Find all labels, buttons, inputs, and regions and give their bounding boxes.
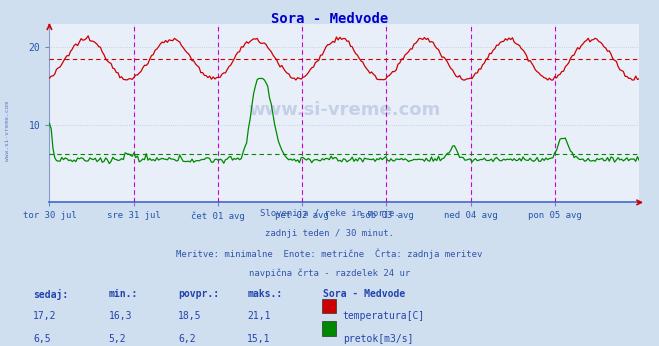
Text: 17,2: 17,2 xyxy=(33,311,57,321)
Text: 5,2: 5,2 xyxy=(109,334,127,344)
Text: 21,1: 21,1 xyxy=(247,311,271,321)
Text: pretok[m3/s]: pretok[m3/s] xyxy=(343,334,413,344)
Text: Slovenija / reke in morje.: Slovenija / reke in morje. xyxy=(260,209,399,218)
Text: 6,2: 6,2 xyxy=(178,334,196,344)
Text: navpična črta - razdelek 24 ur: navpična črta - razdelek 24 ur xyxy=(249,268,410,278)
Text: min.:: min.: xyxy=(109,289,138,299)
Text: 18,5: 18,5 xyxy=(178,311,202,321)
Text: zadnji teden / 30 minut.: zadnji teden / 30 minut. xyxy=(265,229,394,238)
Text: 16,3: 16,3 xyxy=(109,311,132,321)
Text: 6,5: 6,5 xyxy=(33,334,51,344)
Text: maks.:: maks.: xyxy=(247,289,282,299)
Text: www.si-vreme.com: www.si-vreme.com xyxy=(248,101,440,119)
Text: povpr.:: povpr.: xyxy=(178,289,219,299)
Text: www.si-vreme.com: www.si-vreme.com xyxy=(5,101,11,162)
Text: Sora - Medvode: Sora - Medvode xyxy=(271,12,388,26)
Text: temperatura[C]: temperatura[C] xyxy=(343,311,425,321)
Text: sedaj:: sedaj: xyxy=(33,289,68,300)
Text: Sora - Medvode: Sora - Medvode xyxy=(323,289,405,299)
Text: 15,1: 15,1 xyxy=(247,334,271,344)
Text: Meritve: minimalne  Enote: metrične  Črta: zadnja meritev: Meritve: minimalne Enote: metrične Črta:… xyxy=(177,249,482,259)
